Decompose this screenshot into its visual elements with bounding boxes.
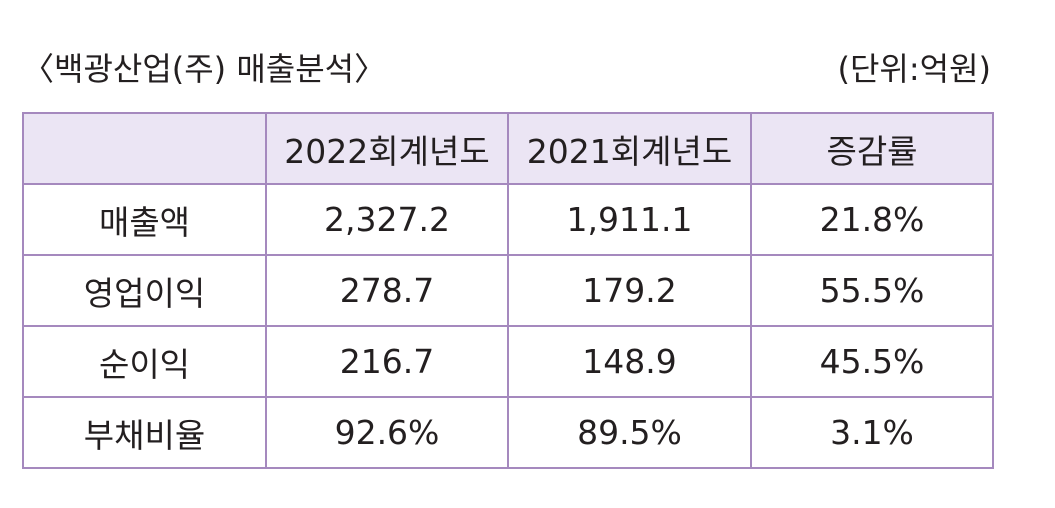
- cell-2021: 89.5%: [507, 396, 752, 469]
- sales-analysis-table: 2022회계년도 2021회계년도 증감률 매출액 2,327.2 1,911.…: [22, 112, 994, 469]
- cell-2022: 2,327.2: [265, 183, 509, 256]
- row-label: 순이익: [22, 325, 267, 398]
- table-row: 영업이익 278.7 179.2 55.5%: [22, 254, 994, 327]
- row-label: 매출액: [22, 183, 267, 256]
- table-row: 순이익 216.7 148.9 45.5%: [22, 325, 994, 398]
- header-cell-change-rate: 증감률: [750, 112, 994, 185]
- header-cell-2021: 2021회계년도: [507, 112, 752, 185]
- table-row: 부채비율 92.6% 89.5% 3.1%: [22, 396, 994, 469]
- row-label: 영업이익: [22, 254, 267, 327]
- header-cell-empty: [22, 112, 267, 185]
- cell-change-rate: 3.1%: [750, 396, 994, 469]
- cell-2022: 92.6%: [265, 396, 509, 469]
- cell-change-rate: 21.8%: [750, 183, 994, 256]
- cell-2021: 148.9: [507, 325, 752, 398]
- cell-2021: 179.2: [507, 254, 752, 327]
- cell-change-rate: 45.5%: [750, 325, 994, 398]
- row-label: 부채비율: [22, 396, 267, 469]
- header-cell-2022: 2022회계년도: [265, 112, 509, 185]
- cell-change-rate: 55.5%: [750, 254, 994, 327]
- header-row: 2022회계년도 2021회계년도 증감률: [22, 112, 994, 185]
- cell-2021: 1,911.1: [507, 183, 752, 256]
- table-caption: 〈백광산업(주) 매출분석〉: [22, 50, 387, 88]
- unit-note: (단위:억원): [837, 50, 991, 88]
- table-row: 매출액 2,327.2 1,911.1 21.8%: [22, 183, 994, 256]
- cell-2022: 216.7: [265, 325, 509, 398]
- cell-2022: 278.7: [265, 254, 509, 327]
